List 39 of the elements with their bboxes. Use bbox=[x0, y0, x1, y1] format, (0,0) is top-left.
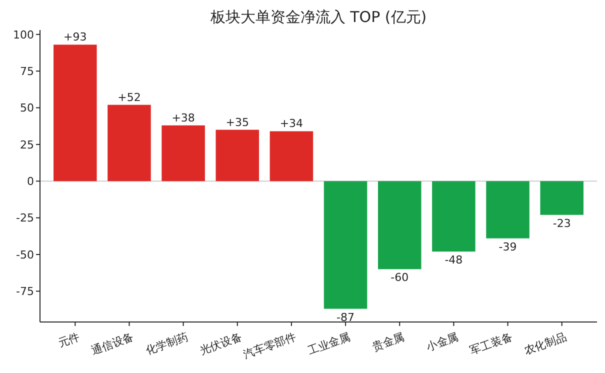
x-tick-label: 化学制药 bbox=[144, 330, 190, 358]
data-label: +34 bbox=[280, 117, 304, 130]
y-tick-label: 25 bbox=[20, 138, 34, 152]
y-tick-label: 50 bbox=[20, 102, 34, 115]
y-tick-label: 0 bbox=[27, 174, 34, 188]
bar bbox=[270, 131, 314, 182]
bar bbox=[108, 104, 151, 182]
bar bbox=[486, 181, 530, 238]
data-label: +52 bbox=[118, 90, 141, 104]
y-tick-label: -50 bbox=[16, 248, 34, 262]
x-tick-label: 通信设备 bbox=[90, 330, 136, 358]
data-label: -60 bbox=[390, 271, 409, 284]
x-tick-label: 元件 bbox=[56, 330, 82, 350]
x-tick-label: 农化制品 bbox=[522, 330, 568, 358]
y-tick-label: 75 bbox=[20, 64, 34, 78]
data-label: +93 bbox=[64, 30, 87, 44]
data-label: -23 bbox=[552, 216, 571, 230]
x-tick-label: 光伏设备 bbox=[198, 330, 244, 358]
chart-title: 板块大单资金净流入 TOP (亿元) bbox=[209, 8, 427, 26]
data-label: -48 bbox=[444, 254, 463, 267]
bar bbox=[54, 44, 97, 182]
x-tick-label: 工业金属 bbox=[306, 330, 352, 358]
data-label: -87 bbox=[336, 310, 355, 324]
bar bbox=[378, 181, 422, 270]
x-tick-label: 汽车零部件 bbox=[242, 330, 298, 362]
bar bbox=[162, 125, 205, 182]
data-label: -39 bbox=[498, 240, 517, 254]
x-tick-label: 军工装备 bbox=[468, 330, 514, 358]
data-label: +35 bbox=[226, 116, 249, 129]
data-label: +38 bbox=[172, 111, 195, 124]
y-tick-label: -75 bbox=[16, 285, 34, 298]
y-tick-label: -25 bbox=[16, 212, 34, 225]
y-tick-label: 100 bbox=[13, 28, 34, 42]
x-tick-label: 小金属 bbox=[424, 330, 460, 354]
bar bbox=[540, 181, 584, 215]
bar bbox=[432, 181, 476, 252]
bar bbox=[324, 181, 368, 309]
bar bbox=[216, 130, 260, 182]
x-tick-label: 贵金属 bbox=[370, 330, 406, 354]
